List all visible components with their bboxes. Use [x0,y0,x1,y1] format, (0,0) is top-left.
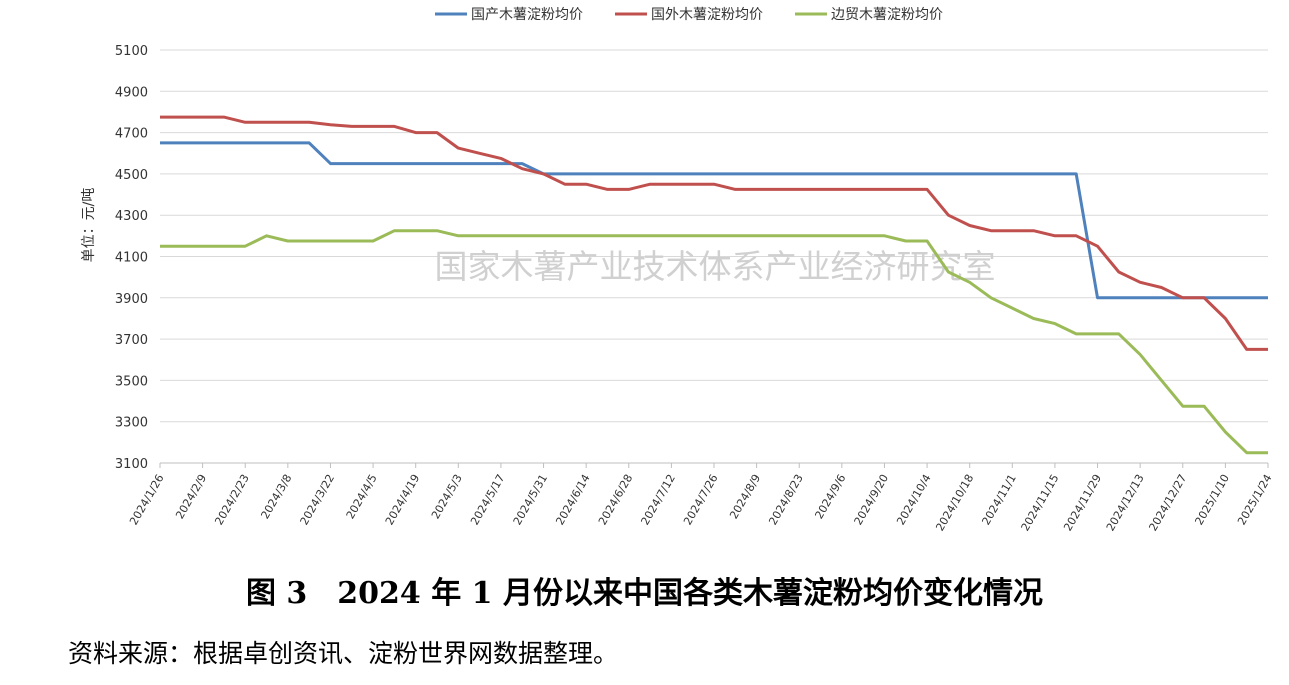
x-tick-label: 2024/11/29 [1061,472,1104,533]
y-tick-label: 4500 [115,168,148,183]
x-tick-label: 2025/1/10 [1193,472,1232,527]
x-tick-label: 2024/10/4 [894,472,933,527]
y-tick-label: 3900 [115,292,148,307]
y-axis-label: 单位：元/吨 [81,188,97,263]
x-tick-label: 2024/8/23 [766,472,805,527]
legend-label: 边贸木薯淀粉均价 [831,7,943,23]
figure-caption: 图 3 2024 年 1 月份以来中国各类木薯淀粉均价变化情况 [245,576,1044,611]
x-tick-label: 2024/12/13 [1104,472,1147,533]
y-tick-label: 3500 [115,374,148,389]
series-line-2 [160,115,1268,351]
x-tick-label: 2024/7/12 [639,472,678,527]
x-tick-label: 2024/4/19 [383,472,422,527]
x-tick-label: 2024/4/5 [344,472,380,521]
x-tick-label: 2024/11/1 [979,472,1018,527]
x-tick-label: 2024/8/9 [727,472,763,521]
series-line-1 [160,141,1268,300]
grid-lines [160,49,1268,464]
legend-label: 国产木薯淀粉均价 [471,7,583,23]
x-tick-label: 2024/12/27 [1146,472,1189,533]
x-tick-label: 2024/3/8 [258,472,294,521]
x-tick-label: 2024/5/3 [429,472,465,521]
y-tick-label: 5100 [115,44,148,59]
x-tick-label: 2024/11/15 [1019,472,1062,533]
x-tick-label: 2024/7/26 [681,472,720,527]
watermark: 国家木薯产业技术体系产业经济研究室 [435,247,996,286]
line-chart: 3100 3300 3500 3700 3900 4100 4300 4500 4700 4900… [81,7,1275,533]
x-tick-label: 2024/10/18 [933,472,976,533]
y-tick-label: 4300 [115,209,148,224]
source-note: 资料来源：根据卓创资讯、淀粉世界网数据整理。 [68,639,619,668]
x-tick-label: 2024/3/22 [298,472,337,527]
x-tick-label: 2024/5/17 [468,472,507,527]
y-tick-label: 3100 [115,457,148,472]
x-tick-label: 2024/2/23 [212,472,251,527]
y-tick-label: 4700 [115,127,148,142]
y-tick-label: 4100 [115,251,148,266]
y-tick-label: 3700 [115,333,148,348]
y-tick-label: 4900 [115,85,148,100]
x-tick-label: 2024/6/14 [553,472,592,527]
x-tick-label: 2024/9/6 [812,472,848,521]
x-axis-ticks: 2024/1/26 2024/2/9 2024/2/23 2024/3/8 2024/3… [127,463,1275,533]
x-tick-label: 2024/5/31 [511,472,550,527]
x-tick-label: 2024/2/9 [173,472,209,521]
series-lines [160,115,1268,455]
legend: 国产木薯淀粉均价 国外木薯淀粉均价 边贸木薯淀粉均价 [435,7,943,23]
series-line-3 [160,229,1268,455]
x-tick-label: 2025/1/24 [1235,472,1274,527]
x-tick-label: 2024/1/26 [127,472,166,527]
y-axis-ticks: 3100 3300 3500 3700 3900 4100 4300 4500 4700 4900… [115,44,148,472]
y-tick-label: 3300 [115,416,148,431]
x-tick-label: 2024/9/20 [852,472,891,527]
legend-label: 国外木薯淀粉均价 [651,7,763,23]
x-tick-label: 2024/6/28 [596,472,635,527]
